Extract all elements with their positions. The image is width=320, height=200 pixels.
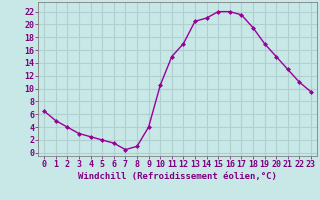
X-axis label: Windchill (Refroidissement éolien,°C): Windchill (Refroidissement éolien,°C): [78, 172, 277, 181]
